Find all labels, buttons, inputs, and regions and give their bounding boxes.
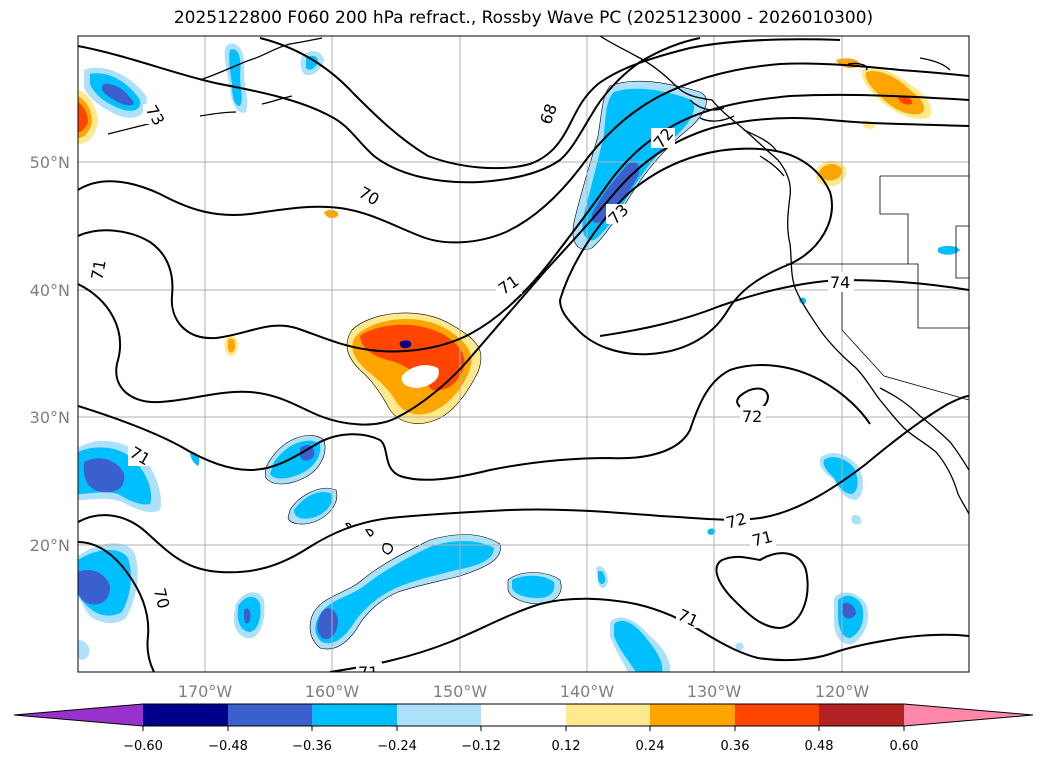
lat-label: 30°N <box>30 408 70 427</box>
contour-label: 72 <box>742 407 762 426</box>
colorbar-segment <box>397 704 481 726</box>
colorbar-segment <box>228 704 312 726</box>
colorbar-tick-label: 0.48 <box>805 739 834 754</box>
graticule <box>78 36 969 672</box>
lon-label: 150°W <box>433 682 488 701</box>
lat-label: 50°N <box>30 153 70 172</box>
contour-label: 71 <box>750 527 775 551</box>
contour-label: 72 <box>724 509 749 533</box>
colorbar-tick-label: 0.60 <box>890 739 919 754</box>
colorbar-tick-label: −0.60 <box>123 739 163 754</box>
map-title: 2025122800 F060 200 hPa refract., Rossby… <box>173 8 874 28</box>
lon-label: 160°W <box>305 682 360 701</box>
colorbar-segment <box>819 704 904 726</box>
positive-anomaly-shading <box>78 58 932 424</box>
colorbar-segment <box>312 704 397 726</box>
longitude-labels: 170°W 160°W 150°W 140°W 130°W 120°W <box>178 682 870 701</box>
colorbar-tick-label: 0.24 <box>636 739 665 754</box>
lat-label: 20°N <box>30 536 70 555</box>
latitude-labels: 50°N 40°N 30°N 20°N <box>30 153 70 555</box>
contour-labels: 73 68 72 70 73 71 71 74 72 71 72 71 71 <box>86 100 854 682</box>
colorbar-min-extend <box>14 704 143 726</box>
colorbar-max-extend <box>904 704 1033 726</box>
lon-label: 170°W <box>178 682 233 701</box>
lon-label: 130°W <box>687 682 742 701</box>
map-area: 73 68 72 70 73 71 71 74 72 71 72 71 71 <box>78 36 969 682</box>
colorbar-segment <box>566 704 650 726</box>
colorbar-segment <box>143 704 228 726</box>
lon-label: 140°W <box>560 682 615 701</box>
lat-label: 40°N <box>30 281 70 300</box>
state-borders <box>786 175 969 401</box>
colorbar-segment <box>481 704 566 726</box>
coastlines <box>107 36 969 555</box>
colorbar-tick-label: −0.12 <box>461 739 501 754</box>
colorbar-segment <box>650 704 735 726</box>
lon-label: 120°W <box>815 682 870 701</box>
colorbar-tick-label: −0.48 <box>208 739 248 754</box>
colorbar-tick-label: 0.12 <box>552 739 581 754</box>
colorbar-tick-label: 0.36 <box>721 739 750 754</box>
contour-label: 71 <box>358 663 378 682</box>
colorbar-tick-label: −0.36 <box>292 739 332 754</box>
contour-label: 71 <box>87 258 109 281</box>
colorbar-tick-label: −0.24 <box>377 739 417 754</box>
contour-label: 74 <box>830 273 850 292</box>
map-frame <box>77 35 970 673</box>
colorbar-segment <box>735 704 819 726</box>
height-contours <box>78 37 969 672</box>
colorbar: −0.60 −0.48 −0.36 −0.24 −0.12 0.12 0.24 … <box>13 703 1034 754</box>
contour-label: 70 <box>150 586 174 611</box>
